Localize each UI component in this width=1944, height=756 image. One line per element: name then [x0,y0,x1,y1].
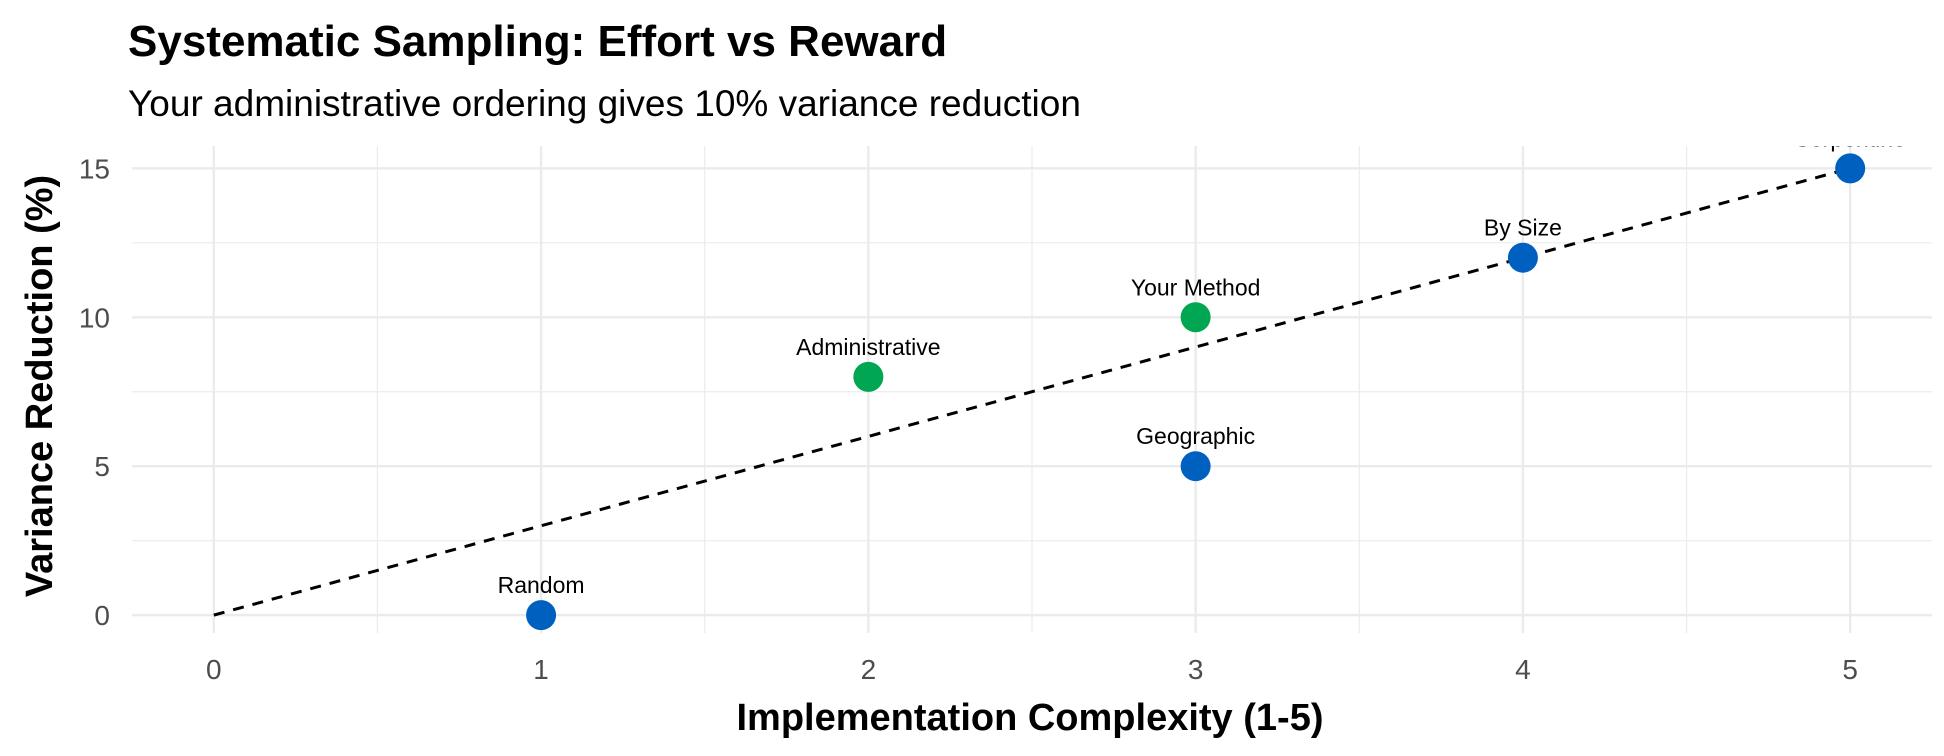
point-label: Geographic [1136,423,1255,449]
x-tick-label: 3 [1188,654,1204,685]
y-tick-label: 5 [94,451,110,482]
point-label: Serpentine [1795,125,1906,151]
chart-subtitle: Your administrative ordering gives 10% v… [128,83,1081,124]
trend-line [213,166,1851,617]
x-tick-label: 2 [861,654,877,685]
y-tick-label: 15 [79,153,110,184]
x-tick-label: 4 [1515,654,1531,685]
point-label: Random [498,572,585,598]
data-point [1507,242,1538,273]
data-point [1180,302,1211,333]
x-axis-title: Implementation Complexity (1-5) [737,697,1324,739]
y-axis-title: Variance Reduction (%) [19,175,61,597]
data-point [1835,153,1866,184]
x-axis-ticks: 0 1 2 3 4 5 [206,654,1858,685]
y-tick-label: 0 [94,600,110,631]
chart-title: Systematic Sampling: Effort vs Reward [128,17,947,66]
y-tick-label: 10 [79,302,110,333]
x-tick-label: 5 [1842,654,1858,685]
y-axis-ticks: 0 5 10 15 [79,153,110,631]
x-tick-label: 1 [533,654,549,685]
points [526,153,1866,631]
point-label: By Size [1484,215,1562,241]
data-point [1180,451,1211,482]
grid [132,146,1932,633]
point-labels: Random Administrative Your Method Geographi… [498,125,1906,598]
trend-line-layer [213,166,1851,617]
point-label: Your Method [1131,274,1261,300]
point-label: Administrative [796,334,940,360]
data-point [526,600,557,631]
x-tick-label: 0 [206,654,222,685]
data-point [853,361,884,392]
